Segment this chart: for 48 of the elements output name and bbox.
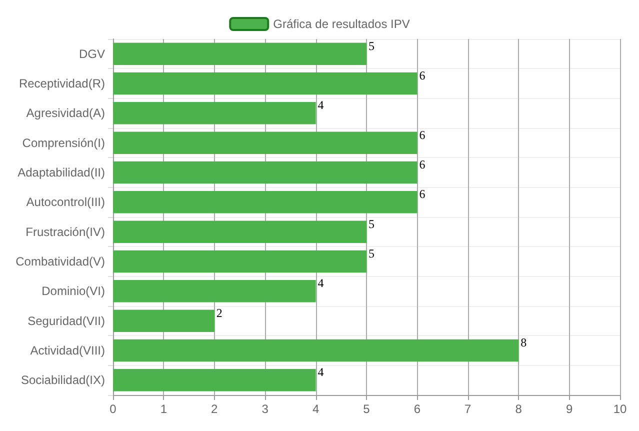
data-label: 6 (419, 187, 426, 202)
y-tick-label: Autocontrol(III) (26, 195, 105, 210)
data-label: 2 (216, 306, 222, 320)
x-tick-label: 2 (211, 402, 218, 416)
bar (113, 280, 316, 302)
y-tick-label: Dominio(VI) (42, 284, 105, 298)
y-tick-label: Actividad(VIII) (30, 344, 105, 358)
y-tick-label: Frustración(IV) (26, 224, 105, 239)
bar (113, 220, 366, 243)
data-label: 8 (520, 336, 527, 350)
x-tick-label: 7 (464, 402, 472, 416)
data-label: 6 (419, 158, 426, 172)
data-label: 5 (368, 38, 374, 53)
y-tick-label: Adaptabilidad(II) (18, 166, 105, 180)
y-tick-label: Combatividad(V) (16, 254, 105, 268)
bar (113, 369, 316, 392)
x-tick-label: 3 (262, 402, 269, 416)
bar (113, 72, 418, 95)
x-tick-label: 4 (312, 402, 320, 416)
bar (113, 310, 214, 332)
y-tick-label: DGV (78, 46, 105, 61)
bar (113, 191, 418, 214)
data-label: 5 (368, 246, 374, 260)
x-tick-label: 8 (515, 402, 522, 416)
legend-label: Gráfica de resultados IPV (273, 17, 410, 31)
x-tick-label: 1 (160, 402, 168, 416)
data-label: 4 (318, 276, 324, 290)
data-label: 6 (419, 128, 426, 142)
y-tick-label: Seguridad(VII) (28, 314, 105, 328)
y-tick-label: Agresividad(A) (26, 106, 105, 120)
y-tick-label: Comprensión(I) (22, 136, 105, 150)
bar (113, 339, 519, 362)
data-label: 6 (419, 68, 426, 82)
data-label: 4 (318, 98, 324, 112)
bar (113, 161, 418, 184)
bar (113, 42, 366, 65)
bar (113, 250, 366, 273)
x-tick-label: 5 (363, 402, 370, 416)
bar (113, 102, 316, 124)
x-tick-label: 9 (566, 402, 573, 416)
data-label: 5 (368, 216, 374, 231)
y-tick-label: Sociabilidad(IX) (20, 373, 105, 388)
bar (113, 132, 418, 154)
y-tick-label: Receptividad(R) (18, 76, 105, 90)
x-tick-label: 6 (414, 402, 421, 416)
x-tick-label: 10 (613, 402, 627, 416)
data-label: 4 (318, 365, 324, 380)
x-tick-label: 0 (110, 402, 117, 416)
